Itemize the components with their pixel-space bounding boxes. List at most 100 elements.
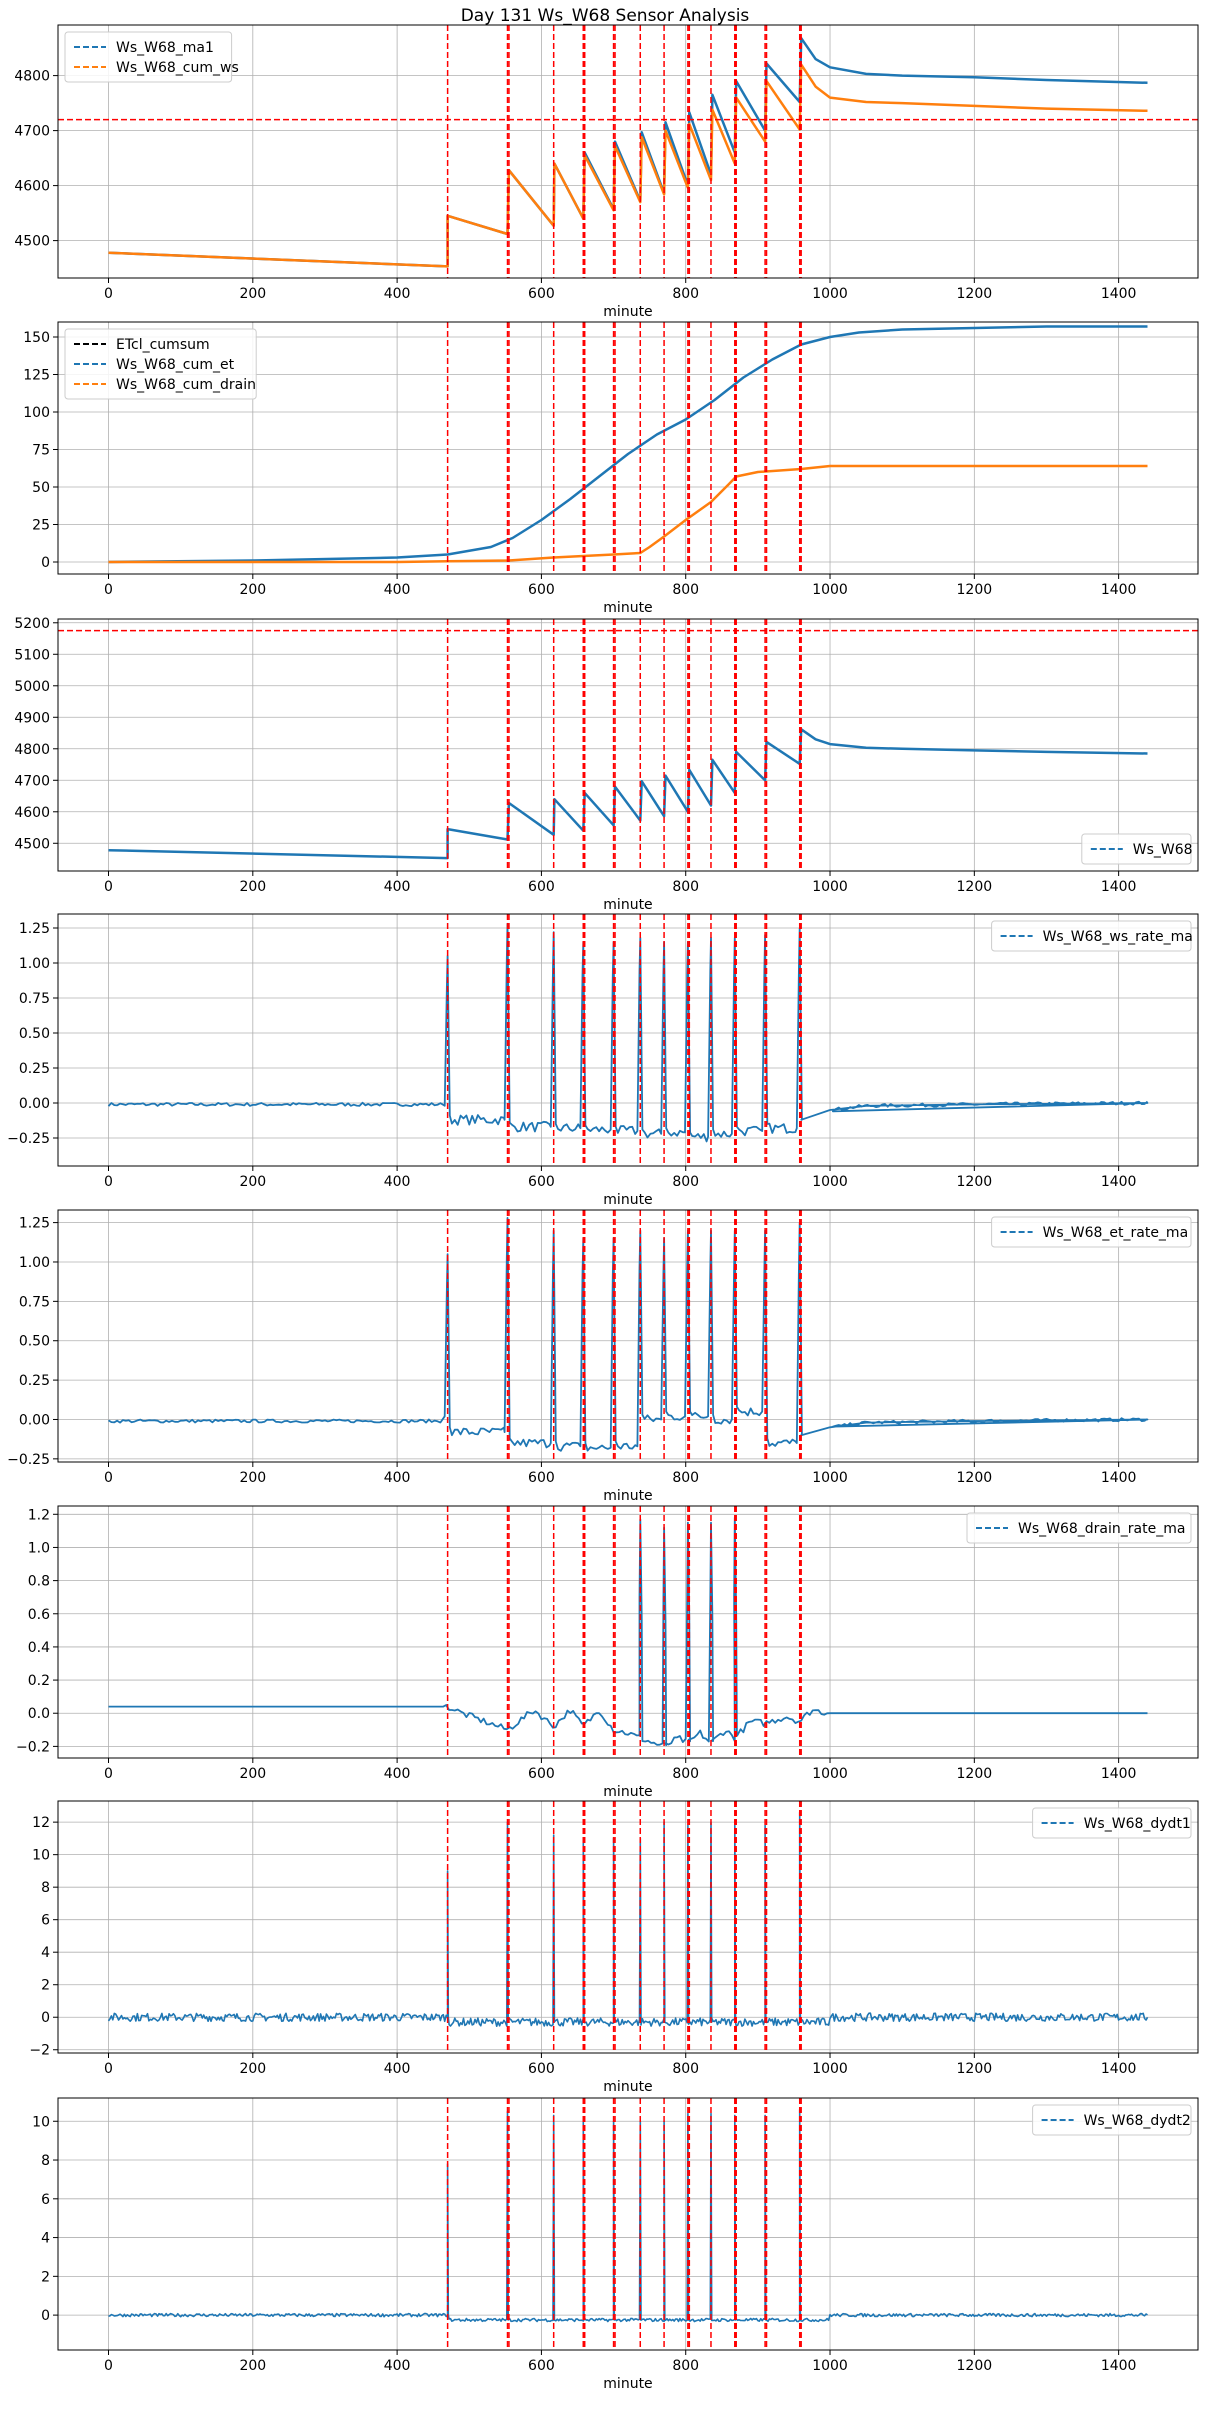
x-tick-label: 800 xyxy=(672,582,699,598)
series-Ws_W68_et_rate_ma xyxy=(108,1217,1149,1452)
x-tick-label: 1000 xyxy=(812,1470,848,1486)
x-tick-label: 600 xyxy=(528,1174,555,1190)
x-tick-label: 1200 xyxy=(957,582,993,598)
x-tick-label: 1400 xyxy=(1101,1766,1137,1782)
y-tick-label: −0.25 xyxy=(7,1452,50,1468)
y-tick-label: 25 xyxy=(32,518,50,534)
y-tick-label: 1.2 xyxy=(28,1507,50,1523)
x-tick-label: 1200 xyxy=(957,1470,993,1486)
x-tick-label: 200 xyxy=(239,1174,266,1190)
x-tick-label: 1200 xyxy=(957,2358,993,2374)
x-tick-label: 1200 xyxy=(957,2061,993,2077)
y-tick-label: 0.2 xyxy=(28,1673,50,1689)
axes-frame xyxy=(57,618,1199,872)
x-axis-label: minute xyxy=(603,2376,652,2392)
x-tick-label: 1400 xyxy=(1101,1174,1137,1190)
series-Ws_W68_cum_et xyxy=(108,325,1148,564)
legend: Ws_W68_ma1 Ws_W68_cum_ws xyxy=(64,31,239,83)
legend-box xyxy=(1081,833,1192,865)
x-axis-label: minute xyxy=(603,304,652,320)
y-tick-label: 4700 xyxy=(14,773,50,789)
x-tick-label: 400 xyxy=(384,582,411,598)
panel-cum_et: 0 200 400 600 800 1000 1200 1400 0 25 50 75 100 125 15… xyxy=(23,321,1199,616)
y-tick-label: 0 xyxy=(41,2308,50,2324)
y-tick-label: 100 xyxy=(23,405,50,421)
y-tick-label: −0.2 xyxy=(16,1739,50,1755)
legend-entry: ETcl_cumsum xyxy=(116,337,210,353)
y-tick-label: 0.25 xyxy=(19,1373,50,1389)
legend-entry: Ws_W68_dydt2 xyxy=(1084,2113,1191,2129)
x-tick-label: 0 xyxy=(104,2358,113,2374)
x-tick-label: 600 xyxy=(528,582,555,598)
x-tick-label: 1000 xyxy=(812,286,848,302)
legend-entry: Ws_W68_cum_et xyxy=(116,357,235,373)
x-tick-label: 0 xyxy=(104,286,113,302)
y-tick-label: 4 xyxy=(41,1945,50,1961)
y-tick-label: 0.6 xyxy=(28,1607,50,1623)
x-tick-label: 200 xyxy=(239,582,266,598)
plot-area xyxy=(58,25,1198,278)
y-tick-label: 4700 xyxy=(14,124,50,140)
x-tick-label: 1400 xyxy=(1101,2358,1137,2374)
x-tick-label: 600 xyxy=(528,286,555,302)
y-tick-label: 0.00 xyxy=(19,1096,50,1112)
x-axis-label: minute xyxy=(603,1488,652,1504)
x-tick-label: 400 xyxy=(384,879,411,895)
y-tick-label: 0.00 xyxy=(19,1412,50,1428)
y-tick-label: 1.25 xyxy=(19,921,50,937)
x-tick-label: 200 xyxy=(239,1766,266,1782)
series-Ws_W68_drain_rate_ma xyxy=(108,1516,1148,1747)
x-tick-label: 800 xyxy=(672,286,699,302)
x-tick-label: 800 xyxy=(672,2358,699,2374)
y-tick-label: 4500 xyxy=(14,836,50,852)
y-tick-label: 1.00 xyxy=(19,956,50,972)
panel-dydt1: 0 200 400 600 800 1000 1200 1400 −2 0 2 4 6 8 10 12 minu… xyxy=(29,1800,1199,2095)
figure-title: Day 131 Ws_W68 Sensor Analysis xyxy=(461,6,750,26)
legend-box xyxy=(64,328,257,400)
x-tick-label: 200 xyxy=(239,2061,266,2077)
x-tick-label: 800 xyxy=(672,2061,699,2077)
x-tick-label: 1200 xyxy=(957,1174,993,1190)
y-tick-label: −2 xyxy=(29,2043,50,2059)
y-tick-label: 0.75 xyxy=(19,1294,50,1310)
legend-box xyxy=(991,920,1192,952)
axes-frame xyxy=(57,1505,1199,1759)
x-tick-label: 600 xyxy=(528,879,555,895)
y-tick-label: 10 xyxy=(32,1848,50,1864)
plot-area xyxy=(108,322,1148,574)
x-tick-label: 200 xyxy=(239,2358,266,2374)
y-tick-label: 0.0 xyxy=(28,1706,50,1722)
x-axis-label: minute xyxy=(603,1784,652,1800)
y-tick-label: 4600 xyxy=(14,179,50,195)
y-tick-label: 150 xyxy=(23,330,50,346)
y-tick-label: 4800 xyxy=(14,742,50,758)
legend: Ws_W68 xyxy=(1081,833,1193,865)
x-tick-label: 1000 xyxy=(812,1174,848,1190)
x-tick-label: 600 xyxy=(528,1766,555,1782)
legend: ETcl_cumsum Ws_W68_cum_et Ws_W68_cum_drain xyxy=(64,328,257,400)
x-tick-label: 200 xyxy=(239,879,266,895)
plot-area xyxy=(108,1506,1148,1758)
y-tick-label: 1.00 xyxy=(19,1255,50,1271)
panel-drain_rate: 0 200 400 600 800 1000 1200 1400 −0.2 0.0 0.2 0.4 0.… xyxy=(16,1505,1199,1800)
x-tick-label: 600 xyxy=(528,2358,555,2374)
y-tick-label: 0 xyxy=(41,555,50,571)
axes-frame xyxy=(57,913,1199,1167)
x-tick-label: 200 xyxy=(239,286,266,302)
legend-box xyxy=(1032,1807,1192,1839)
y-tick-label: 6 xyxy=(41,2192,50,2208)
y-tick-label: 6 xyxy=(41,1913,50,1929)
axes-frame xyxy=(57,24,1199,279)
x-tick-label: 1000 xyxy=(812,582,848,598)
panel-cum_ws: 0 200 400 600 800 1000 1200 1400 4500 4600 4700 480… xyxy=(14,24,1199,320)
x-tick-label: 400 xyxy=(384,286,411,302)
y-tick-label: 2 xyxy=(41,1978,50,1994)
panel-ws_rate: 0 200 400 600 800 1000 1200 1400 −0.25 0.00 0.25 0.… xyxy=(7,913,1199,1208)
y-tick-label: 0.50 xyxy=(19,1026,50,1042)
x-tick-label: 400 xyxy=(384,1174,411,1190)
panels: 0 200 400 600 800 1000 1200 1400450046004700480… xyxy=(7,24,1199,2392)
x-tick-label: 200 xyxy=(239,1470,266,1486)
legend-box xyxy=(64,31,233,83)
y-tick-label: 0.75 xyxy=(19,991,50,1007)
